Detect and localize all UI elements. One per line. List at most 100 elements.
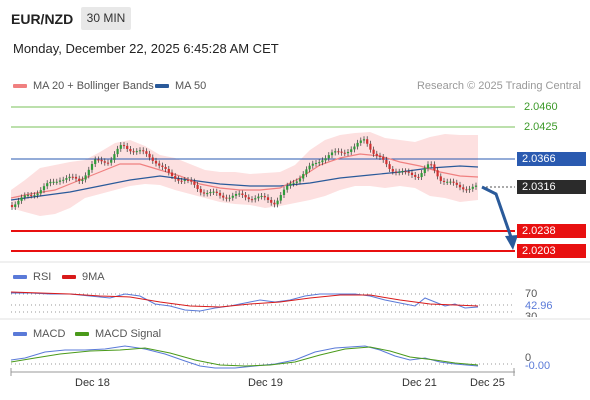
candle-body — [340, 151, 343, 153]
candle-body — [87, 169, 90, 176]
candle-body — [183, 179, 186, 181]
candle-body — [410, 172, 414, 175]
candle-body — [279, 195, 282, 201]
candle-body — [263, 195, 266, 198]
candle-body — [231, 195, 234, 198]
candle-body — [103, 161, 106, 163]
candle-body — [353, 146, 356, 150]
level-label-r1: 2.0425 — [524, 121, 558, 133]
candle-body — [23, 195, 26, 198]
candle-body — [116, 148, 119, 155]
candle-body — [167, 168, 170, 173]
support-tag-1: 2.0238 — [517, 224, 586, 238]
candle-body — [74, 176, 78, 179]
candle-body — [385, 159, 388, 165]
timeframe-button[interactable]: 30 MIN — [81, 7, 131, 30]
candle-body — [455, 182, 458, 185]
credit-label: Research © 2025 Trading Central — [416, 80, 581, 92]
candle-body — [180, 180, 183, 182]
candle-body — [311, 163, 314, 166]
candle-body — [452, 181, 455, 183]
candle-body — [260, 195, 263, 197]
candle-body — [366, 139, 369, 144]
candle-body — [33, 195, 36, 197]
candle-body — [68, 176, 71, 179]
candle-body — [238, 193, 241, 195]
x-label-4: Dec 25 — [470, 377, 505, 389]
candle-body — [321, 160, 324, 163]
candle-body — [330, 152, 334, 156]
candle-body — [39, 190, 42, 194]
level-label-r2: 2.0460 — [524, 101, 558, 113]
ma20-line — [10, 153, 479, 199]
candle-body — [247, 197, 250, 200]
candle-body — [119, 145, 122, 149]
candle-body — [468, 188, 471, 190]
candle-body — [100, 159, 103, 162]
candle-body — [46, 183, 49, 187]
candle-body — [90, 164, 94, 170]
candle-body — [414, 174, 417, 177]
candle-body — [254, 198, 257, 200]
candle-body — [122, 145, 126, 147]
candle-body — [62, 179, 65, 181]
candle-body — [292, 182, 295, 184]
candle-body — [398, 171, 401, 173]
candle-body — [30, 195, 33, 197]
rsi-line — [11, 292, 479, 312]
candle-body — [244, 194, 247, 198]
candle-body — [337, 151, 340, 153]
candles-group — [10, 136, 478, 210]
candle-body — [58, 180, 62, 182]
candle-body — [462, 187, 465, 190]
rsi-level-70: 70 — [525, 288, 538, 300]
candle-body — [391, 168, 394, 172]
candle-body — [423, 168, 426, 174]
x-label-1: Dec 18 — [75, 377, 110, 389]
candle-body — [465, 189, 468, 191]
pivot-tag: 2.0366 — [517, 152, 586, 166]
candle-body — [298, 178, 302, 182]
candle-body — [439, 176, 442, 181]
x-label-3: Dec 21 — [402, 377, 437, 389]
candle-body — [346, 151, 350, 154]
macd-swatch — [13, 332, 27, 336]
candle-body — [94, 159, 97, 165]
candle-body — [474, 185, 478, 187]
candle-body — [129, 148, 132, 152]
candle-body — [78, 178, 81, 182]
legend-ma20-label: MA 20 + Bollinger Bands — [33, 80, 154, 92]
candle-body — [276, 200, 279, 205]
candle-body — [42, 186, 46, 191]
candle-body — [334, 151, 337, 153]
candle-body — [142, 150, 145, 152]
legend-macd: MACD — [13, 328, 65, 340]
rsi-level-30: 30 — [525, 311, 538, 317]
candle-body — [449, 181, 452, 183]
candle-body — [407, 171, 410, 173]
candle-body — [193, 181, 196, 185]
candle-body — [225, 197, 228, 199]
candle-body — [343, 152, 346, 154]
candle-body — [110, 159, 113, 163]
candle-body — [471, 186, 474, 189]
candle-body — [10, 205, 14, 207]
ma50-line — [10, 165, 479, 201]
macd-line — [10, 345, 479, 369]
candle-body — [266, 197, 270, 200]
legend-rsi-ma-label: 9MA — [82, 271, 105, 283]
candle-body — [430, 164, 433, 166]
x-label-2: Dec 19 — [248, 377, 283, 389]
ma50-swatch — [155, 84, 169, 88]
candle-body — [426, 164, 430, 169]
macd-zero-label: 0 — [525, 352, 532, 364]
candle-body — [126, 145, 129, 149]
chart-header: EUR/NZD 30 MIN Monday, December 22, 2025… — [0, 0, 590, 70]
rsi-ma-line — [10, 291, 479, 308]
candle-body — [135, 151, 138, 153]
candle-body — [401, 171, 404, 173]
rsi-ma-swatch — [62, 275, 76, 279]
candle-body — [388, 164, 391, 169]
candle-body — [327, 155, 330, 159]
